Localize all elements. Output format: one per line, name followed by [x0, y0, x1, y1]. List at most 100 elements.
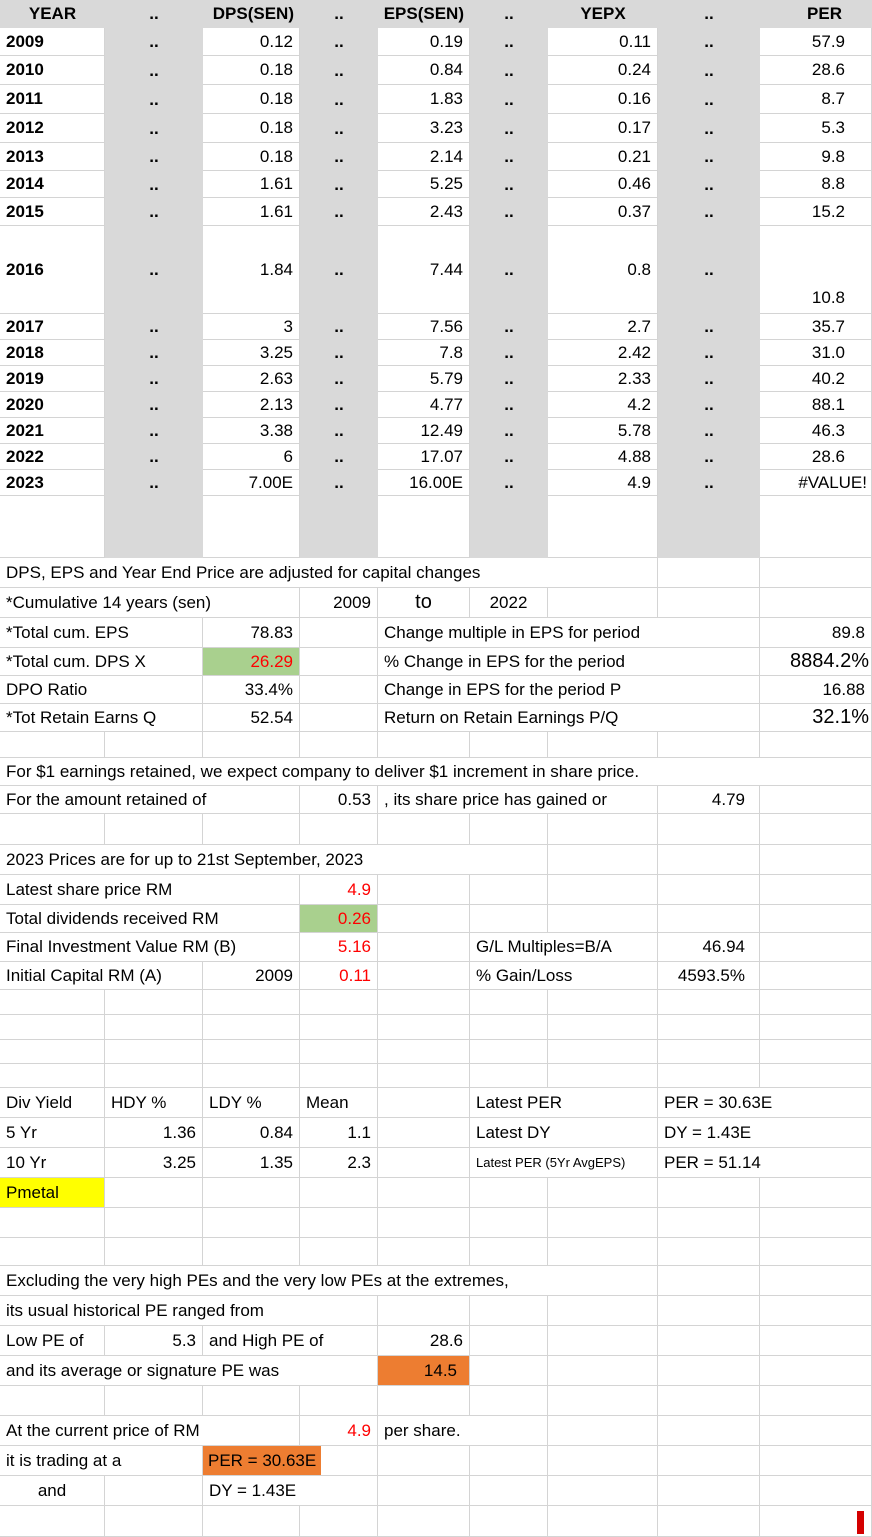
retained-amount-label[interactable]: For the amount retained of	[0, 786, 300, 814]
hdy-cell[interactable]: 3.25	[105, 1148, 203, 1178]
yepx-cell[interactable]: 0.37	[548, 198, 658, 226]
yepx-cell[interactable]: 2.42	[548, 340, 658, 366]
per-cell[interactable]: 35.7	[760, 314, 872, 340]
ticker-cell[interactable]: Pmetal	[0, 1178, 105, 1208]
eps-cell[interactable]: 3.23	[378, 114, 470, 143]
col-header-dps[interactable]: DPS(SEN)	[203, 0, 300, 28]
year-cell[interactable]: 2021	[0, 418, 105, 444]
eps-cell[interactable]: 2.43	[378, 198, 470, 226]
gain-loss-value[interactable]: 4593.5%	[658, 962, 760, 990]
dps-cell[interactable]: 3.25	[203, 340, 300, 366]
latest-per5-value[interactable]: PER = 51.14	[658, 1148, 872, 1178]
current-price-label[interactable]: At the current price of RM	[0, 1416, 300, 1446]
cumulative-to-word[interactable]: to	[378, 588, 470, 618]
year-cell[interactable]: 2012	[0, 114, 105, 143]
dps-cell[interactable]: 0.18	[203, 143, 300, 171]
retained-note[interactable]: For $1 earnings retained, we expect comp…	[0, 758, 872, 786]
high-pe-label[interactable]: and High PE of	[203, 1326, 378, 1356]
dps-cell[interactable]: 6	[203, 444, 300, 470]
eps-cell[interactable]: 7.56	[378, 314, 470, 340]
per-cell[interactable]: 57.9	[760, 28, 872, 56]
period-cell[interactable]: 5 Yr	[0, 1118, 105, 1148]
change-eps-label[interactable]: Change in EPS for the period P	[378, 676, 760, 704]
year-cell[interactable]: 2022	[0, 444, 105, 470]
year-cell[interactable]: 2009	[0, 28, 105, 56]
per-cell[interactable]: 46.3	[760, 418, 872, 444]
dps-cell[interactable]: 3.38	[203, 418, 300, 444]
latest-dy-value[interactable]: DY = 1.43E	[658, 1118, 872, 1148]
year-cell[interactable]: 2010	[0, 56, 105, 85]
col-header-eps[interactable]: EPS(SEN)	[378, 0, 470, 28]
dps-cell[interactable]: 1.84	[203, 226, 300, 314]
year-cell[interactable]: 2011	[0, 85, 105, 114]
per-cell[interactable]: 10.8	[760, 226, 872, 314]
eps-cell[interactable]: 16.00E	[378, 470, 470, 496]
final-value[interactable]: 5.16	[300, 933, 378, 962]
yepx-cell[interactable]: 0.46	[548, 171, 658, 198]
trading-dy-value[interactable]: DY = 1.43E	[203, 1476, 378, 1506]
yepx-cell[interactable]: 5.78	[548, 418, 658, 444]
yepx-cell[interactable]: 4.88	[548, 444, 658, 470]
year-cell[interactable]: 2020	[0, 392, 105, 418]
signature-pe-value[interactable]: 14.5	[378, 1356, 470, 1386]
mean-cell[interactable]: 2.3	[300, 1148, 378, 1178]
adjusted-note[interactable]: DPS, EPS and Year End Price are adjusted…	[0, 558, 658, 588]
per-share-label[interactable]: per share.	[378, 1416, 548, 1446]
dps-cell[interactable]: 0.18	[203, 56, 300, 85]
per-cell[interactable]: 88.1	[760, 392, 872, 418]
ldy-cell[interactable]: 0.84	[203, 1118, 300, 1148]
pe-note2[interactable]: its usual historical PE ranged from	[0, 1296, 378, 1326]
dpo-label[interactable]: DPO Ratio	[0, 676, 203, 704]
per-cell[interactable]: 8.8	[760, 171, 872, 198]
change-multiple-value[interactable]: 89.8	[760, 618, 872, 648]
trading-per-value[interactable]: PER = 30.63E	[203, 1446, 322, 1475]
per-cell[interactable]: 28.6	[760, 444, 872, 470]
total-eps-label[interactable]: *Total cum. EPS	[0, 618, 203, 648]
cumulative-from[interactable]: 2009	[300, 588, 378, 618]
eps-cell[interactable]: 7.8	[378, 340, 470, 366]
eps-cell[interactable]: 17.07	[378, 444, 470, 470]
year-cell[interactable]: 2019	[0, 366, 105, 392]
dpo-value[interactable]: 33.4%	[203, 676, 300, 704]
col-header-per[interactable]: PER	[760, 0, 872, 28]
final-value-label[interactable]: Final Investment Value RM (B)	[0, 933, 300, 962]
yepx-cell[interactable]: 0.21	[548, 143, 658, 171]
yepx-cell[interactable]: 0.11	[548, 28, 658, 56]
change-multiple-label[interactable]: Change multiple in EPS for period	[378, 618, 760, 648]
cumulative-label[interactable]: *Cumulative 14 years (sen)	[0, 588, 300, 618]
dps-cell[interactable]: 2.63	[203, 366, 300, 392]
latest-per-label[interactable]: Latest PER	[470, 1088, 658, 1118]
per-cell[interactable]: 9.8	[760, 143, 872, 171]
eps-cell[interactable]: 0.19	[378, 28, 470, 56]
dps-cell[interactable]: 0.18	[203, 114, 300, 143]
eps-cell[interactable]: 5.79	[378, 366, 470, 392]
pe-note1[interactable]: Excluding the very high PEs and the very…	[0, 1266, 658, 1296]
initial-capital-label[interactable]: Initial Capital RM (A)	[0, 962, 203, 990]
divyield-title[interactable]: Div Yield	[0, 1088, 105, 1118]
mean-header[interactable]: Mean	[300, 1088, 378, 1118]
low-pe-label[interactable]: Low PE of	[0, 1326, 105, 1356]
yepx-cell[interactable]: 0.17	[548, 114, 658, 143]
prices-note[interactable]: 2023 Prices are for up to 21st September…	[0, 845, 548, 875]
retain-value[interactable]: 52.54	[203, 704, 300, 732]
latest-per-value[interactable]: PER = 30.63E	[658, 1088, 872, 1118]
low-pe-value[interactable]: 5.3	[105, 1326, 203, 1356]
return-retain-value[interactable]: 32.1%	[760, 704, 872, 732]
gl-multiples-label[interactable]: G/L Multiples=B/A	[470, 933, 658, 962]
pct-change-value[interactable]: 8884.2%	[760, 648, 872, 676]
cumulative-to[interactable]: 2022	[470, 588, 548, 618]
total-eps-value[interactable]: 78.83	[203, 618, 300, 648]
period-cell[interactable]: 10 Yr	[0, 1148, 105, 1178]
dps-cell[interactable]: 2.13	[203, 392, 300, 418]
total-dps-label[interactable]: *Total cum. DPS X	[0, 648, 203, 676]
latest-dy-label[interactable]: Latest DY	[470, 1118, 658, 1148]
dps-cell[interactable]: 0.12	[203, 28, 300, 56]
eps-cell[interactable]: 12.49	[378, 418, 470, 444]
pct-change-label[interactable]: % Change in EPS for the period	[378, 648, 760, 676]
year-cell[interactable]: 2014	[0, 171, 105, 198]
initial-capital-year[interactable]: 2009	[203, 962, 300, 990]
return-retain-label[interactable]: Return on Retain Earnings P/Q	[378, 704, 760, 732]
retained-gained-label[interactable]: , its share price has gained or	[378, 786, 658, 814]
year-cell[interactable]: 2016	[0, 226, 105, 314]
yepx-cell[interactable]: 0.16	[548, 85, 658, 114]
